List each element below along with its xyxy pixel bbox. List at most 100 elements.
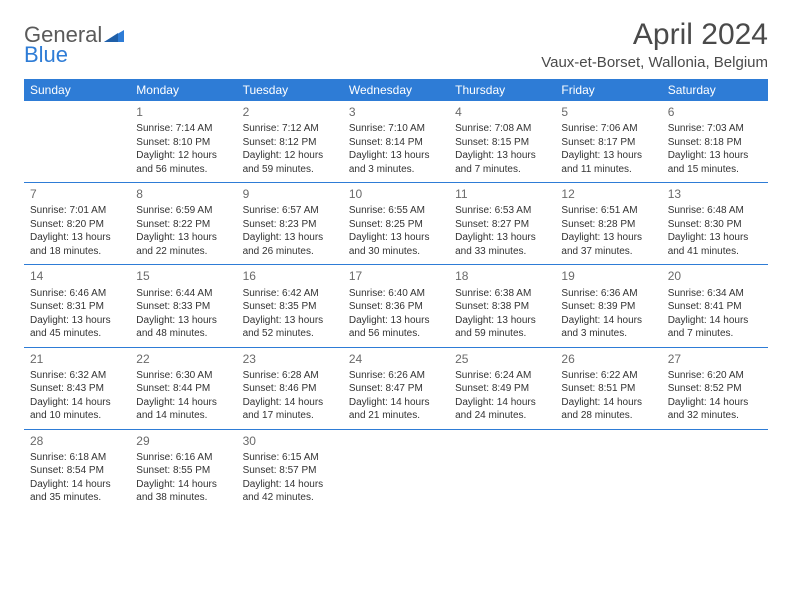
- sunrise-line: Sunrise: 6:16 AM: [136, 451, 230, 465]
- day-number: 11: [455, 186, 549, 202]
- sunrise-line: Sunrise: 6:22 AM: [561, 369, 655, 383]
- sunrise-line: Sunrise: 6:55 AM: [349, 204, 443, 218]
- sunset-line: Sunset: 8:57 PM: [243, 464, 337, 478]
- sunrise-line: Sunrise: 6:38 AM: [455, 287, 549, 301]
- sunrise-line: Sunrise: 7:10 AM: [349, 122, 443, 136]
- calendar-table: SundayMondayTuesdayWednesdayThursdayFrid…: [24, 79, 768, 511]
- day-number: 28: [30, 433, 124, 449]
- daylight-line: Daylight: 13 hours and 7 minutes.: [455, 149, 549, 176]
- calendar-cell: 10Sunrise: 6:55 AMSunset: 8:25 PMDayligh…: [343, 183, 449, 265]
- day-number: 5: [561, 104, 655, 120]
- day-number: 22: [136, 351, 230, 367]
- calendar-cell: 6Sunrise: 7:03 AMSunset: 8:18 PMDaylight…: [662, 101, 768, 183]
- calendar-cell: 3 Sunrise: 7:10 AMSunset: 8:14 PMDaylight…: [343, 101, 449, 183]
- calendar-cell: 16Sunrise: 6:42 AMSunset: 8:35 PMDayligh…: [237, 265, 343, 347]
- sunrise-line: Sunrise: 6:51 AM: [561, 204, 655, 218]
- month-title: April 2024: [541, 18, 768, 52]
- sunset-line: Sunset: 8:15 PM: [455, 136, 549, 150]
- day-number: 26: [561, 351, 655, 367]
- sunset-line: Sunset: 8:55 PM: [136, 464, 230, 478]
- sunset-line: Sunset: 8:47 PM: [349, 382, 443, 396]
- calendar-cell: 7Sunrise: 7:01 AMSunset: 8:20 PMDaylight…: [24, 183, 130, 265]
- daylight-line: Daylight: 14 hours and 32 minutes.: [668, 396, 762, 423]
- sunset-line: Sunset: 8:41 PM: [668, 300, 762, 314]
- sunrise-line: Sunrise: 6:30 AM: [136, 369, 230, 383]
- day-number: 3: [349, 104, 443, 120]
- sunrise-line: Sunrise: 6:44 AM: [136, 287, 230, 301]
- daylight-line: Daylight: 13 hours and 56 minutes.: [349, 314, 443, 341]
- sunrise-line: Sunrise: 6:42 AM: [243, 287, 337, 301]
- sunset-line: Sunset: 8:54 PM: [30, 464, 124, 478]
- weekday-header: Monday: [130, 79, 236, 101]
- daylight-line: Daylight: 14 hours and 24 minutes.: [455, 396, 549, 423]
- sunrise-line: Sunrise: 6:36 AM: [561, 287, 655, 301]
- day-number: 24: [349, 351, 443, 367]
- weekday-header: Friday: [555, 79, 661, 101]
- sunrise-line: Sunrise: 6:15 AM: [243, 451, 337, 465]
- calendar-cell: 26Sunrise: 6:22 AMSunset: 8:51 PMDayligh…: [555, 347, 661, 429]
- calendar-cell: 4 Sunrise: 7:08 AMSunset: 8:15 PMDaylight…: [449, 101, 555, 183]
- sunrise-line: Sunrise: 6:59 AM: [136, 204, 230, 218]
- calendar-cell: 25Sunrise: 6:24 AMSunset: 8:49 PMDayligh…: [449, 347, 555, 429]
- daylight-line: Daylight: 13 hours and 22 minutes.: [136, 231, 230, 258]
- day-number: 20: [668, 268, 762, 284]
- calendar-week-row: 14Sunrise: 6:46 AMSunset: 8:31 PMDayligh…: [24, 265, 768, 347]
- weekday-header: Thursday: [449, 79, 555, 101]
- sunset-line: Sunset: 8:52 PM: [668, 382, 762, 396]
- sunset-line: Sunset: 8:17 PM: [561, 136, 655, 150]
- calendar-cell: 18Sunrise: 6:38 AMSunset: 8:38 PMDayligh…: [449, 265, 555, 347]
- daylight-line: Daylight: 14 hours and 38 minutes.: [136, 478, 230, 505]
- daylight-line: Daylight: 14 hours and 3 minutes.: [561, 314, 655, 341]
- daylight-line: Daylight: 13 hours and 11 minutes.: [561, 149, 655, 176]
- calendar-cell: 28Sunrise: 6:18 AMSunset: 8:54 PMDayligh…: [24, 429, 130, 511]
- sunrise-line: Sunrise: 6:28 AM: [243, 369, 337, 383]
- sunrise-line: Sunrise: 6:32 AM: [30, 369, 124, 383]
- calendar-week-row: 21Sunrise: 6:32 AMSunset: 8:43 PMDayligh…: [24, 347, 768, 429]
- weekday-header: Sunday: [24, 79, 130, 101]
- day-number: 4: [455, 104, 549, 120]
- calendar-cell: 17Sunrise: 6:40 AMSunset: 8:36 PMDayligh…: [343, 265, 449, 347]
- day-number: 10: [349, 186, 443, 202]
- sunset-line: Sunset: 8:10 PM: [136, 136, 230, 150]
- sunset-line: Sunset: 8:28 PM: [561, 218, 655, 232]
- day-number: 15: [136, 268, 230, 284]
- daylight-line: Daylight: 13 hours and 45 minutes.: [30, 314, 124, 341]
- calendar-cell: 22Sunrise: 6:30 AMSunset: 8:44 PMDayligh…: [130, 347, 236, 429]
- calendar-cell: 20Sunrise: 6:34 AMSunset: 8:41 PMDayligh…: [662, 265, 768, 347]
- calendar-cell: [24, 101, 130, 183]
- sunset-line: Sunset: 8:36 PM: [349, 300, 443, 314]
- day-number: 13: [668, 186, 762, 202]
- calendar-cell: 2Sunrise: 7:12 AMSunset: 8:12 PMDaylight…: [237, 101, 343, 183]
- daylight-line: Daylight: 13 hours and 18 minutes.: [30, 231, 124, 258]
- sunrise-line: Sunrise: 6:46 AM: [30, 287, 124, 301]
- page-header: General Blue April 2024 Vaux-et-Borset, …: [24, 18, 768, 71]
- day-number: 17: [349, 268, 443, 284]
- logo: General Blue: [24, 18, 124, 66]
- sunrise-line: Sunrise: 7:08 AM: [455, 122, 549, 136]
- daylight-line: Daylight: 12 hours and 56 minutes.: [136, 149, 230, 176]
- sunrise-line: Sunrise: 6:48 AM: [668, 204, 762, 218]
- day-number: 12: [561, 186, 655, 202]
- sunrise-line: Sunrise: 7:12 AM: [243, 122, 337, 136]
- day-number: 25: [455, 351, 549, 367]
- calendar-cell: 13Sunrise: 6:48 AMSunset: 8:30 PMDayligh…: [662, 183, 768, 265]
- day-number: 29: [136, 433, 230, 449]
- weekday-header: Tuesday: [237, 79, 343, 101]
- daylight-line: Daylight: 13 hours and 48 minutes.: [136, 314, 230, 341]
- day-number: 23: [243, 351, 337, 367]
- daylight-line: Daylight: 13 hours and 33 minutes.: [455, 231, 549, 258]
- sunset-line: Sunset: 8:22 PM: [136, 218, 230, 232]
- calendar-cell: 15Sunrise: 6:44 AMSunset: 8:33 PMDayligh…: [130, 265, 236, 347]
- daylight-line: Daylight: 13 hours and 3 minutes.: [349, 149, 443, 176]
- calendar-cell: [662, 429, 768, 511]
- sunset-line: Sunset: 8:18 PM: [668, 136, 762, 150]
- weekday-header: Saturday: [662, 79, 768, 101]
- day-number: 7: [30, 186, 124, 202]
- sunset-line: Sunset: 8:14 PM: [349, 136, 443, 150]
- sunrise-line: Sunrise: 6:20 AM: [668, 369, 762, 383]
- day-number: 21: [30, 351, 124, 367]
- daylight-line: Daylight: 14 hours and 10 minutes.: [30, 396, 124, 423]
- daylight-line: Daylight: 13 hours and 37 minutes.: [561, 231, 655, 258]
- calendar-cell: [343, 429, 449, 511]
- sunset-line: Sunset: 8:39 PM: [561, 300, 655, 314]
